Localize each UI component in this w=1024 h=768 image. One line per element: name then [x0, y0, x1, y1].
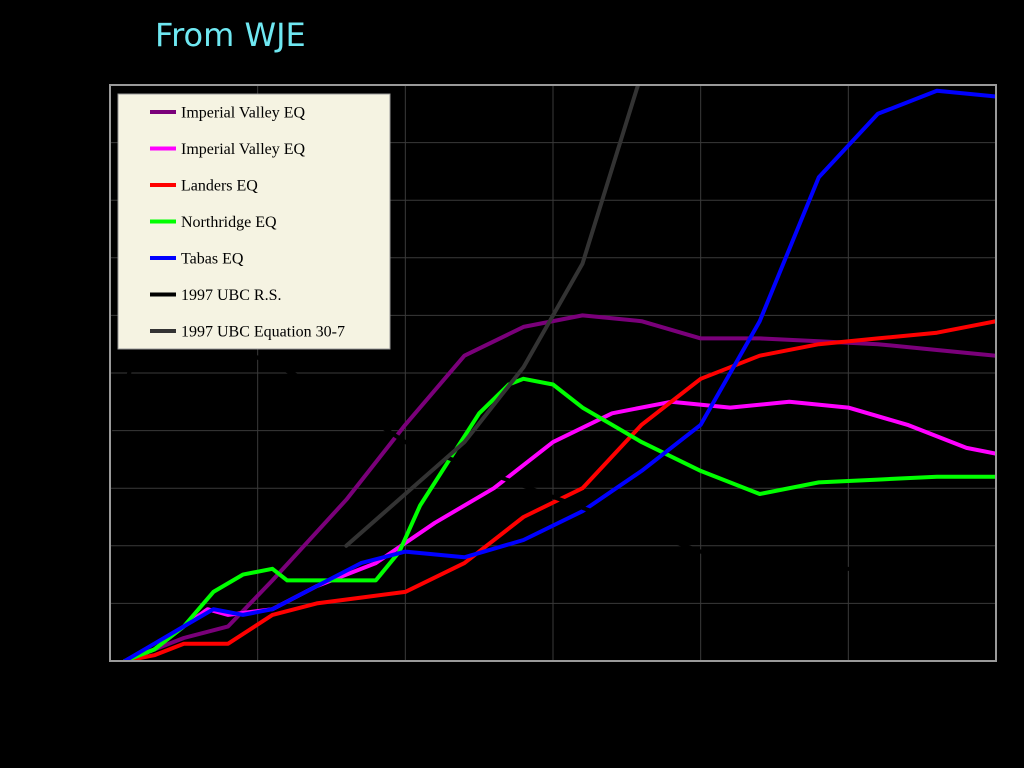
series-line-4: [122, 376, 996, 661]
plot-frame: [109, 84, 997, 662]
series-line-3: [122, 319, 996, 661]
legend-label-3: Landers EQ: [181, 178, 258, 195]
legend-label-5: Tabas EQ: [181, 251, 244, 268]
slide-title: From WJE: [155, 16, 306, 54]
legend-label-6: 1997 UBC R.S.: [181, 287, 281, 304]
series-layer: [110, 85, 996, 661]
legend-label-7: 1997 UBC Equation 30-7: [181, 324, 345, 341]
legend-label-2: Imperial Valley EQ: [181, 141, 306, 158]
series-line-2: [122, 399, 996, 661]
legend: Imperial Valley EQ Imperial Valley EQ Land…: [117, 93, 391, 350]
legend-label-4: Northridge EQ: [181, 214, 277, 231]
series-line-7: [344, 85, 641, 548]
legend-label-1: Imperial Valley EQ: [181, 105, 306, 122]
series-line-5: [122, 88, 996, 661]
